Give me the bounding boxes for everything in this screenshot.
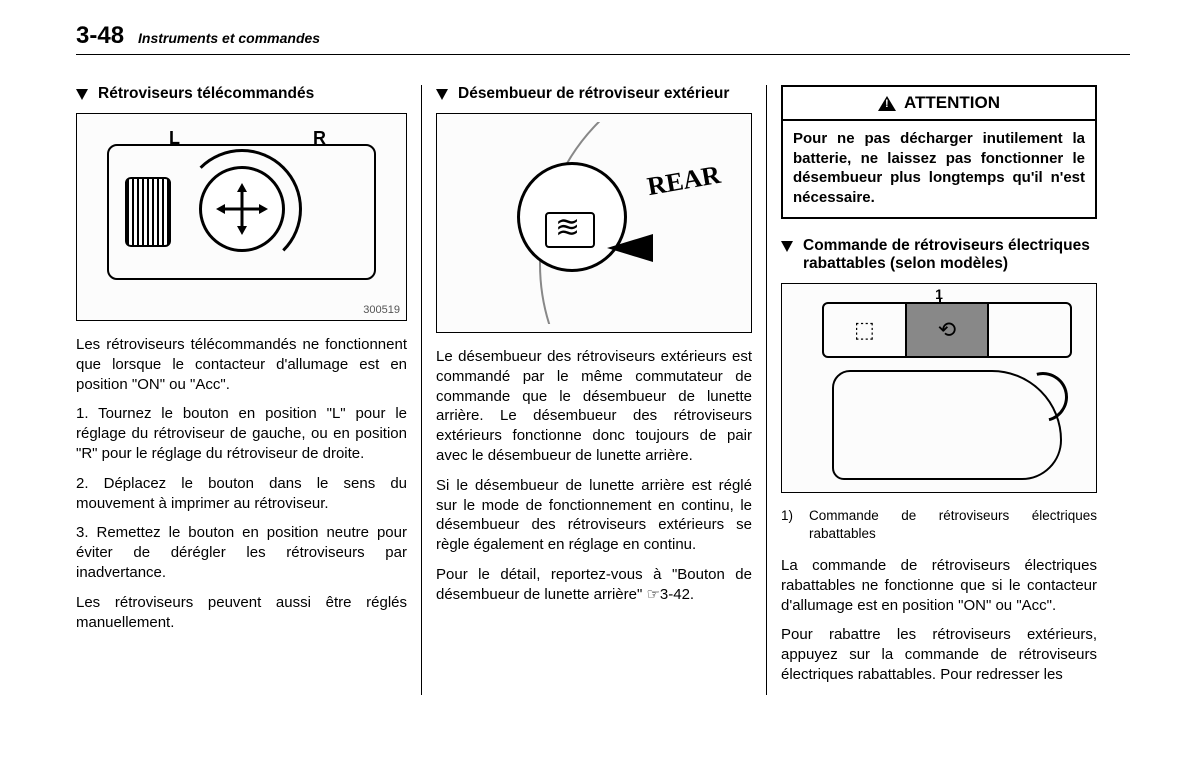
attention-title-row: ATTENTION <box>783 87 1095 121</box>
subheading-text: Rétroviseurs télécommandés <box>98 85 314 103</box>
warning-triangle-icon <box>878 96 896 111</box>
switch-panel-icon: ⬚ ⟲ <box>822 302 1072 358</box>
column-2: Désembueur de rétroviseur extérieur REAR… <box>421 85 766 695</box>
paragraph: Pour rabattre les rétroviseurs extérieur… <box>781 625 1097 684</box>
paragraph: 2. Déplacez le bouton dans le sens du mo… <box>76 474 407 514</box>
paragraph: Les rétroviseurs télécommandés ne foncti… <box>76 335 407 394</box>
paragraph: Pour le détail, reportez-vous à "Bouton … <box>436 565 752 605</box>
switch-right-icon <box>989 304 1070 356</box>
subheading-text: Désembueur de rétroviseur extérieur <box>458 85 729 103</box>
pointer-arrow-icon <box>607 234 653 262</box>
defrost-symbol-icon <box>545 212 595 248</box>
direction-knob-icon <box>199 166 285 252</box>
caption-text: Commande de rétroviseurs électriques rab… <box>809 507 1097 542</box>
arrow-up-icon <box>237 183 247 192</box>
triangle-bullet-icon <box>436 89 448 100</box>
paragraph: La commande de rétroviseurs électriques … <box>781 556 1097 615</box>
triangle-bullet-icon <box>781 241 793 252</box>
dimmer-dial-icon <box>125 177 171 247</box>
arrow-right-icon <box>259 204 268 214</box>
page-header: 3-48 Instruments et commandes <box>76 22 1130 55</box>
figure-id: 300519 <box>363 304 400 316</box>
figure-mirror-knob: L R 300519 <box>76 113 407 321</box>
triangle-bullet-icon <box>76 89 88 100</box>
body-text-1: Les rétroviseurs télécommandés ne foncti… <box>76 335 407 632</box>
attention-body: Pour ne pas décharger inutilement la bat… <box>783 121 1095 217</box>
label-L: L <box>169 128 180 149</box>
column-1: Rétroviseurs télécommandés L R 300519 <box>76 85 421 695</box>
arrow-left-icon <box>216 204 225 214</box>
label-R: R <box>313 128 326 149</box>
paragraph: Les rétroviseurs peuvent aussi être régl… <box>76 593 407 633</box>
chapter-title: Instruments et commandes <box>138 30 320 46</box>
paragraph: 3. Remettez le bouton en position neutre… <box>76 523 407 582</box>
folding-switch-icon: ⟲ <box>907 304 990 356</box>
body-text-3: La commande de rétroviseurs électriques … <box>781 556 1097 685</box>
column-3: ATTENTION Pour ne pas décharger inutilem… <box>766 85 1111 695</box>
page-number: 3-48 <box>76 22 124 50</box>
page-container: 3-48 Instruments et commandes Rétroviseu… <box>76 22 1130 763</box>
knob-panel <box>107 144 376 280</box>
subheading-folding-mirrors: Commande de rétroviseurs électriques rab… <box>781 237 1097 273</box>
figure-folding-mirror-switch: 1 ⬚ ⟲ <box>781 283 1097 493</box>
caption-number: 1) <box>781 507 809 542</box>
attention-box: ATTENTION Pour ne pas décharger inutilem… <box>781 85 1097 219</box>
body-text-2: Le désembueur des rétroviseurs extérieur… <box>436 347 752 605</box>
subheading-text: Commande de rétroviseurs électriques rab… <box>803 237 1097 273</box>
subheading-defogger: Désembueur de rétroviseur extérieur <box>436 85 752 103</box>
switch-left-icon: ⬚ <box>824 304 907 356</box>
subheading-remote-mirrors: Rétroviseurs télécommandés <box>76 85 407 103</box>
columns: Rétroviseurs télécommandés L R 300519 <box>76 85 1130 695</box>
arrow-down-icon <box>237 226 247 235</box>
attention-title: ATTENTION <box>904 93 1000 113</box>
paragraph: 1. Tournez le bouton en position "L" pou… <box>76 404 407 463</box>
paragraph: Si le désembueur de lunette arrière est … <box>436 476 752 555</box>
figure-rear-defogger: REAR <box>436 113 752 333</box>
paragraph: Le désembueur des rétroviseurs extérieur… <box>436 347 752 466</box>
figure-caption: 1) Commande de rétroviseurs électriques … <box>781 507 1097 542</box>
